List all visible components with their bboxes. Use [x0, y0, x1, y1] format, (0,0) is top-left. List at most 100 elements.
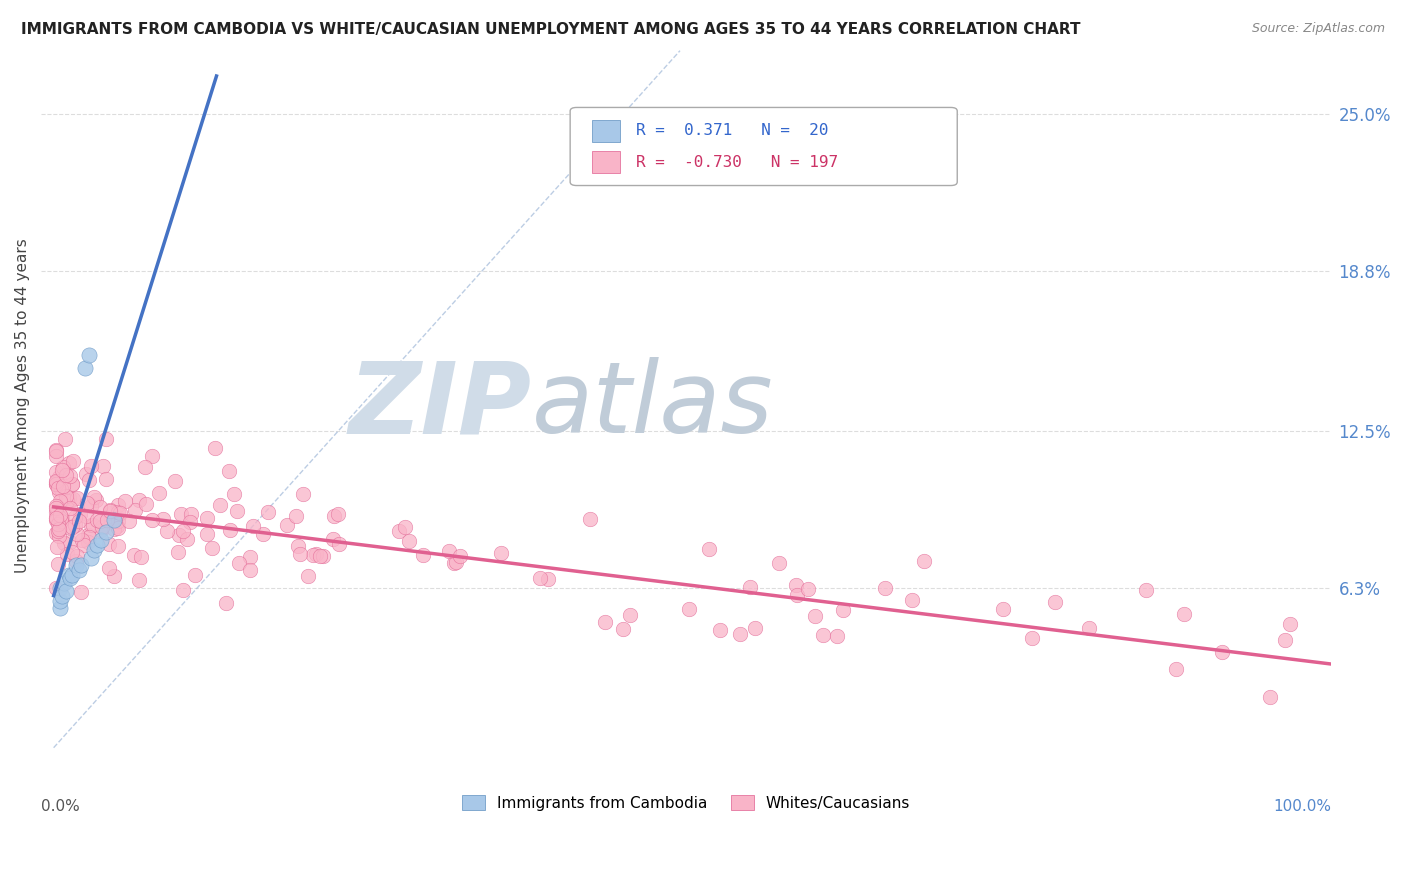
Point: [89, 500, 111, 514]
Point: [45, 475, 67, 489]
Point: [79, 458, 101, 473]
Point: [58, 456, 80, 470]
Point: [257, 505, 280, 519]
Point: [129, 550, 152, 565]
Point: [63, 510, 86, 524]
Point: [208, 499, 231, 513]
Text: 0.0%: 0.0%: [41, 799, 80, 814]
Point: [176, 532, 198, 546]
Point: [49, 514, 72, 528]
Point: [103, 569, 125, 583]
Point: [69, 507, 91, 521]
Point: [48, 529, 70, 543]
Point: [82, 517, 104, 532]
Point: [328, 537, 350, 551]
Point: [1274, 632, 1296, 647]
Point: [60, 545, 83, 559]
Point: [740, 580, 762, 594]
Point: [58, 491, 80, 505]
Point: [70, 585, 93, 599]
Point: [172, 583, 194, 598]
Point: [797, 582, 820, 596]
Point: [60, 477, 83, 491]
Point: [141, 513, 163, 527]
Point: [73, 538, 96, 552]
Point: [52, 576, 75, 591]
Point: [80, 499, 103, 513]
Point: [96, 525, 118, 540]
Point: [75, 508, 97, 523]
Point: [276, 518, 298, 533]
Point: [45, 505, 67, 519]
Point: [108, 506, 131, 520]
Point: [63, 518, 86, 533]
Point: [45, 477, 67, 491]
Point: [619, 607, 641, 622]
Point: [302, 549, 325, 563]
Point: [56, 547, 79, 561]
Point: [287, 540, 309, 554]
Point: [537, 572, 560, 586]
Point: [105, 519, 128, 533]
Point: [49, 581, 72, 595]
Point: [163, 474, 186, 488]
Point: [228, 557, 250, 571]
Point: [51, 589, 73, 603]
Point: [70, 558, 93, 573]
Point: [297, 569, 319, 583]
Point: [70, 533, 93, 548]
Point: [167, 528, 190, 542]
Point: [141, 449, 163, 463]
Point: [51, 463, 73, 477]
Point: [80, 550, 103, 565]
Point: [311, 549, 333, 563]
Point: [239, 563, 262, 577]
Point: [148, 486, 170, 500]
Point: [49, 593, 72, 607]
Point: [45, 474, 67, 488]
Point: [128, 574, 150, 588]
Point: [730, 627, 752, 641]
Point: [48, 522, 70, 536]
Text: IMMIGRANTS FROM CAMBODIA VS WHITE/CAUCASIAN UNEMPLOYMENT AMONG AGES 35 TO 44 YEA: IMMIGRANTS FROM CAMBODIA VS WHITE/CAUCAS…: [21, 22, 1081, 37]
Point: [100, 507, 122, 521]
Point: [1077, 621, 1099, 635]
Point: [292, 487, 315, 501]
Point: [49, 508, 72, 523]
Point: [56, 494, 79, 508]
Point: [107, 539, 129, 553]
Point: [45, 526, 67, 541]
Point: [107, 498, 129, 512]
Point: [94, 472, 117, 486]
Point: [124, 548, 146, 562]
Point: [91, 459, 114, 474]
Point: [89, 514, 111, 528]
Point: [86, 538, 108, 552]
Point: [77, 528, 100, 542]
Point: [103, 522, 125, 536]
Point: [156, 524, 179, 538]
Point: [46, 513, 69, 527]
Point: [786, 588, 808, 602]
Y-axis label: Unemployment Among Ages 35 to 44 years: Unemployment Among Ages 35 to 44 years: [15, 238, 30, 573]
Point: [49, 494, 72, 508]
Point: [83, 543, 105, 558]
Point: [1173, 607, 1195, 621]
Point: [328, 507, 350, 521]
Point: [98, 561, 121, 575]
Text: Source: ZipAtlas.com: Source: ZipAtlas.com: [1251, 22, 1385, 36]
Point: [1135, 582, 1157, 597]
Point: [62, 454, 84, 468]
Point: [98, 537, 121, 551]
Point: [45, 444, 67, 458]
Point: [204, 442, 226, 456]
Point: [678, 601, 700, 615]
Point: [811, 628, 834, 642]
Point: [107, 515, 129, 529]
Point: [77, 530, 100, 544]
Point: [308, 549, 330, 564]
Point: [578, 512, 600, 526]
Point: [45, 513, 67, 527]
Point: [66, 549, 89, 563]
Point: [51, 511, 73, 525]
